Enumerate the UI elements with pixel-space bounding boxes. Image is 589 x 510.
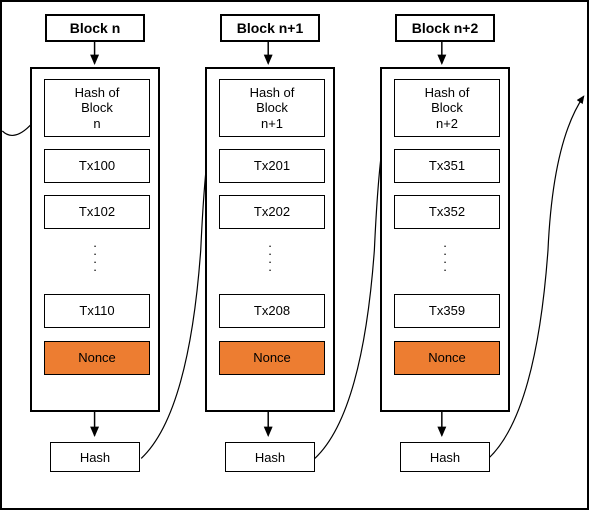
nonce-label: Nonce: [428, 350, 466, 366]
hash-header-label: Hash of Block n+2: [425, 85, 470, 132]
block-body-n1: Hash of Block n+1 Tx201 Tx202 .... Tx208…: [205, 67, 335, 412]
nonce-label: Nonce: [253, 350, 291, 366]
tx-box: Tx352: [394, 195, 500, 229]
tx-label: Tx201: [254, 158, 290, 174]
tx-box: Tx202: [219, 195, 325, 229]
block-title-n2: Block n+2: [395, 14, 495, 42]
block-title-n: Block n: [45, 14, 145, 42]
hash-header-box: Hash of Block n: [44, 79, 150, 137]
tx-label: Tx351: [429, 158, 465, 174]
hash-footer-box: Hash: [225, 442, 315, 472]
nonce-box: Nonce: [394, 341, 500, 375]
tx-box: Tx110: [44, 294, 150, 328]
hash-footer-box: Hash: [400, 442, 490, 472]
ellipsis-dots: ....: [32, 239, 158, 271]
tx-label: Tx208: [254, 303, 290, 319]
tx-label: Tx100: [79, 158, 115, 174]
hash-header-label: Hash of Block n: [75, 85, 120, 132]
block-title-n1: Block n+1: [220, 14, 320, 42]
tx-box: Tx208: [219, 294, 325, 328]
tx-box: Tx359: [394, 294, 500, 328]
ellipsis-dots: ....: [382, 239, 508, 271]
hash-header-label: Hash of Block n+1: [250, 85, 295, 132]
hash-footer-label: Hash: [255, 450, 285, 465]
hash-footer-label: Hash: [430, 450, 460, 465]
tx-label: Tx359: [429, 303, 465, 319]
block-title-label: Block n+1: [237, 20, 304, 36]
block-title-label: Block n: [70, 20, 121, 36]
tx-box: Tx201: [219, 149, 325, 183]
nonce-box: Nonce: [219, 341, 325, 375]
hash-footer-label: Hash: [80, 450, 110, 465]
hash-footer-box: Hash: [50, 442, 140, 472]
tx-label: Tx110: [79, 303, 114, 319]
nonce-box: Nonce: [44, 341, 150, 375]
block-body-n2: Hash of Block n+2 Tx351 Tx352 .... Tx359…: [380, 67, 510, 412]
block-title-label: Block n+2: [412, 20, 479, 36]
block-body-n: Hash of Block n Tx100 Tx102 .... Tx110 N…: [30, 67, 160, 412]
tx-label: Tx352: [429, 204, 465, 220]
ellipsis-dots: ....: [207, 239, 333, 271]
hash-header-box: Hash of Block n+2: [394, 79, 500, 137]
tx-label: Tx102: [79, 204, 115, 220]
tx-box: Tx351: [394, 149, 500, 183]
diagram-canvas: Block n Hash of Block n Tx100 Tx102 ....…: [0, 0, 589, 510]
tx-label: Tx202: [254, 204, 290, 220]
nonce-label: Nonce: [78, 350, 116, 366]
hash-header-box: Hash of Block n+1: [219, 79, 325, 137]
tx-box: Tx102: [44, 195, 150, 229]
tx-box: Tx100: [44, 149, 150, 183]
